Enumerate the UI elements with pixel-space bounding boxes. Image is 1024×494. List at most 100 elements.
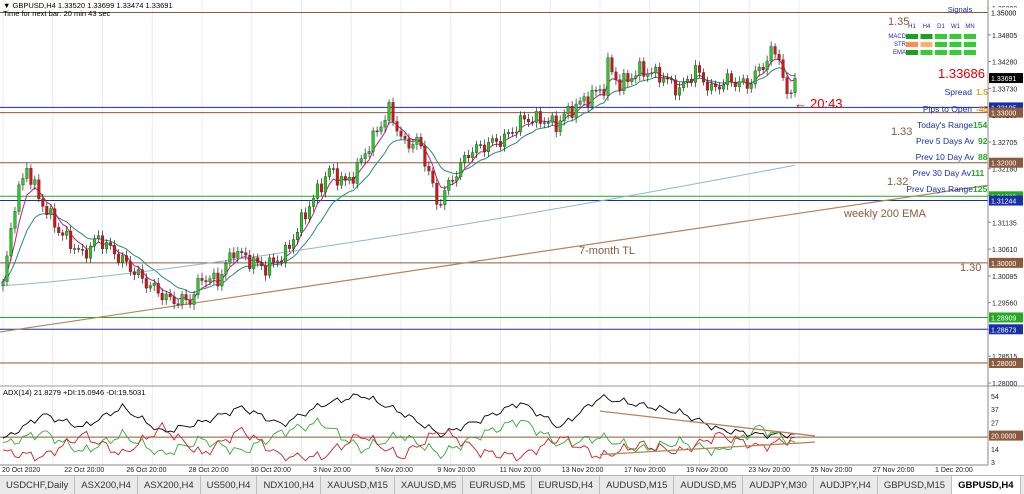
bull-candle [579,101,582,104]
bull-candle [165,294,168,300]
bear-candle [113,245,116,254]
bear-candle [304,213,307,219]
bull-candle [316,184,319,199]
chart-tab[interactable]: NZDUSD,M15 [1021,476,1024,494]
bull-candle [312,198,315,206]
bear-candle [109,242,112,245]
bear-candle [30,168,33,184]
spread-label: Spread [945,87,973,97]
countdown: 20:43 [810,96,843,111]
bull-candle [583,97,586,101]
range-value: 154 [973,120,987,130]
bull-candle [471,153,474,158]
chart-tab[interactable]: AUDUSD,M5 [674,476,743,494]
bull-candle [416,137,419,144]
time-tick-label: 23 Nov 20:00 [748,467,790,474]
bear-candle [483,145,486,152]
timeframe-label: H4 [923,24,931,30]
chart-tab[interactable]: XAUUSD,M5 [395,476,463,494]
bull-candle [308,207,311,219]
bull-candle [607,58,610,96]
bull-candle [678,88,681,95]
adx-tick-label: 27 [991,420,999,427]
pips-label: Pips to Open [923,104,972,114]
bull-candle [372,131,375,151]
chart-tab[interactable]: US500,H4 [201,476,258,494]
prev30-label: Prev 30 Day Av [913,168,972,178]
bear-candle [69,231,72,249]
level-135-label: 1.35 [888,16,909,28]
bear-candle [702,73,705,83]
time-tick-label: 19 Nov 20:00 [686,467,728,474]
time-tick-label: 17 Nov 20:00 [624,467,666,474]
bull-candle [22,178,25,184]
bear-candle [38,180,41,199]
bull-candle [447,180,450,190]
chart-tab[interactable]: AUDJPY,M30 [743,476,813,494]
bull-candle [694,65,697,82]
bull-candle [296,232,299,239]
price-chart[interactable]: 1.350001.348051.342801.337301.332051.327… [0,0,1024,475]
bull-candle [770,47,773,61]
price-label: 1.33691 [991,76,1016,83]
bull-candle [93,239,96,246]
chart-tab[interactable]: AUDJPY,H4 [814,476,878,494]
bull-candle [475,145,478,153]
bear-candle [332,169,335,170]
bear-candle [117,254,120,262]
bull-candle [14,211,17,228]
time-tick-label: 9 Nov 20:00 [437,467,475,474]
bear-candle [244,253,247,255]
price-tick-label: 1.31135 [992,220,1017,227]
level-132-label: 1.32 [887,176,908,188]
bear-candle [177,304,180,305]
bear-candle [467,155,470,158]
signal-cell [964,50,976,55]
chart-tab[interactable]: ASX200,H4 [138,476,201,494]
adx-tick-label: 14 [991,447,999,454]
ema-label: weekly 200 EMA [843,208,927,220]
bear-candle [157,283,160,293]
current-price: 1.33686 [938,66,985,81]
bear-candle [774,47,777,55]
bear-candle [420,137,423,146]
prev10-value: 88 [978,152,988,162]
bear-candle [786,78,789,94]
bull-candle [384,120,387,127]
chart-tab[interactable]: GBPUSD,M15 [878,476,952,494]
bull-candle [97,236,100,239]
bear-candle [205,281,208,282]
bear-candle [778,54,781,59]
bear-candle [611,58,614,72]
chart-tab[interactable]: USDCHF,Daily [0,476,75,494]
price-label: 1.31244 [991,199,1016,206]
prevday-label: Prev Days Range [906,184,973,194]
price-tick-label: 1.34805 [992,33,1017,40]
chart-tab[interactable]: XAUUSD,M15 [321,476,395,494]
bear-candle [233,253,236,258]
bull-candle [559,121,562,132]
signal-cell [935,50,947,55]
chart-tab[interactable]: GBPUSD,H4 [952,476,1020,494]
bear-candle [336,169,339,186]
bull-candle [710,84,713,90]
bear-candle [392,102,395,121]
chart-tab[interactable]: AUDUSD,M15 [600,476,674,494]
prev5-label: Prev 5 Days Av [916,136,975,146]
time-tick-label: 30 Oct 20:00 [251,467,291,474]
bull-candle [6,256,9,282]
bear-candle [432,171,435,183]
chart-tab[interactable]: ASX200,H4 [75,476,138,494]
trendline-label: 7-month TL [579,245,635,257]
signal-cell [921,50,933,55]
chart-tab[interactable]: NDX100,H4 [257,476,321,494]
bull-candle [237,251,240,258]
bull-candle [682,82,685,88]
pips-value: -45 [976,104,989,114]
bear-candle [376,131,379,132]
chart-tab[interactable]: EURUSD,M5 [463,476,532,494]
bull-candle [149,286,152,289]
countdown-arrow: ← [794,96,807,111]
chart-tab[interactable]: EURUSD,H4 [532,476,600,494]
